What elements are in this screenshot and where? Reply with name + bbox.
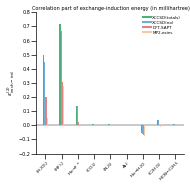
Y-axis label: $\epsilon^{(2)}_{\rm exch-ind}$: $\epsilon^{(2)}_{\rm exch-ind}$ (6, 70, 17, 96)
Legend: XCCSD(totals), XCCSD(no), DFT-SAPT, MP2,exim.: XCCSD(totals), XCCSD(no), DFT-SAPT, MP2,… (142, 14, 182, 36)
Bar (109, 124, 110, 125)
Bar (144, 125, 145, 136)
Bar (108, 124, 109, 125)
Bar (63, 86, 64, 125)
Bar (78, 122, 79, 125)
Bar (93, 124, 94, 125)
Bar (143, 125, 144, 135)
Bar (76, 106, 77, 125)
Bar (62, 82, 63, 125)
Title: Correlation part of exchange-induction energy (in millihartree): Correlation part of exchange-induction e… (32, 5, 189, 11)
Bar (141, 125, 142, 133)
Bar (158, 120, 159, 125)
Bar (44, 62, 45, 125)
Bar (43, 55, 44, 125)
Bar (45, 97, 47, 125)
Bar (142, 125, 143, 134)
Bar (157, 120, 158, 125)
Bar (174, 124, 175, 125)
Bar (77, 106, 78, 125)
Bar (59, 24, 61, 125)
Bar (160, 125, 162, 127)
Bar (61, 31, 62, 125)
Bar (92, 124, 93, 125)
Bar (47, 118, 48, 125)
Bar (173, 124, 174, 125)
